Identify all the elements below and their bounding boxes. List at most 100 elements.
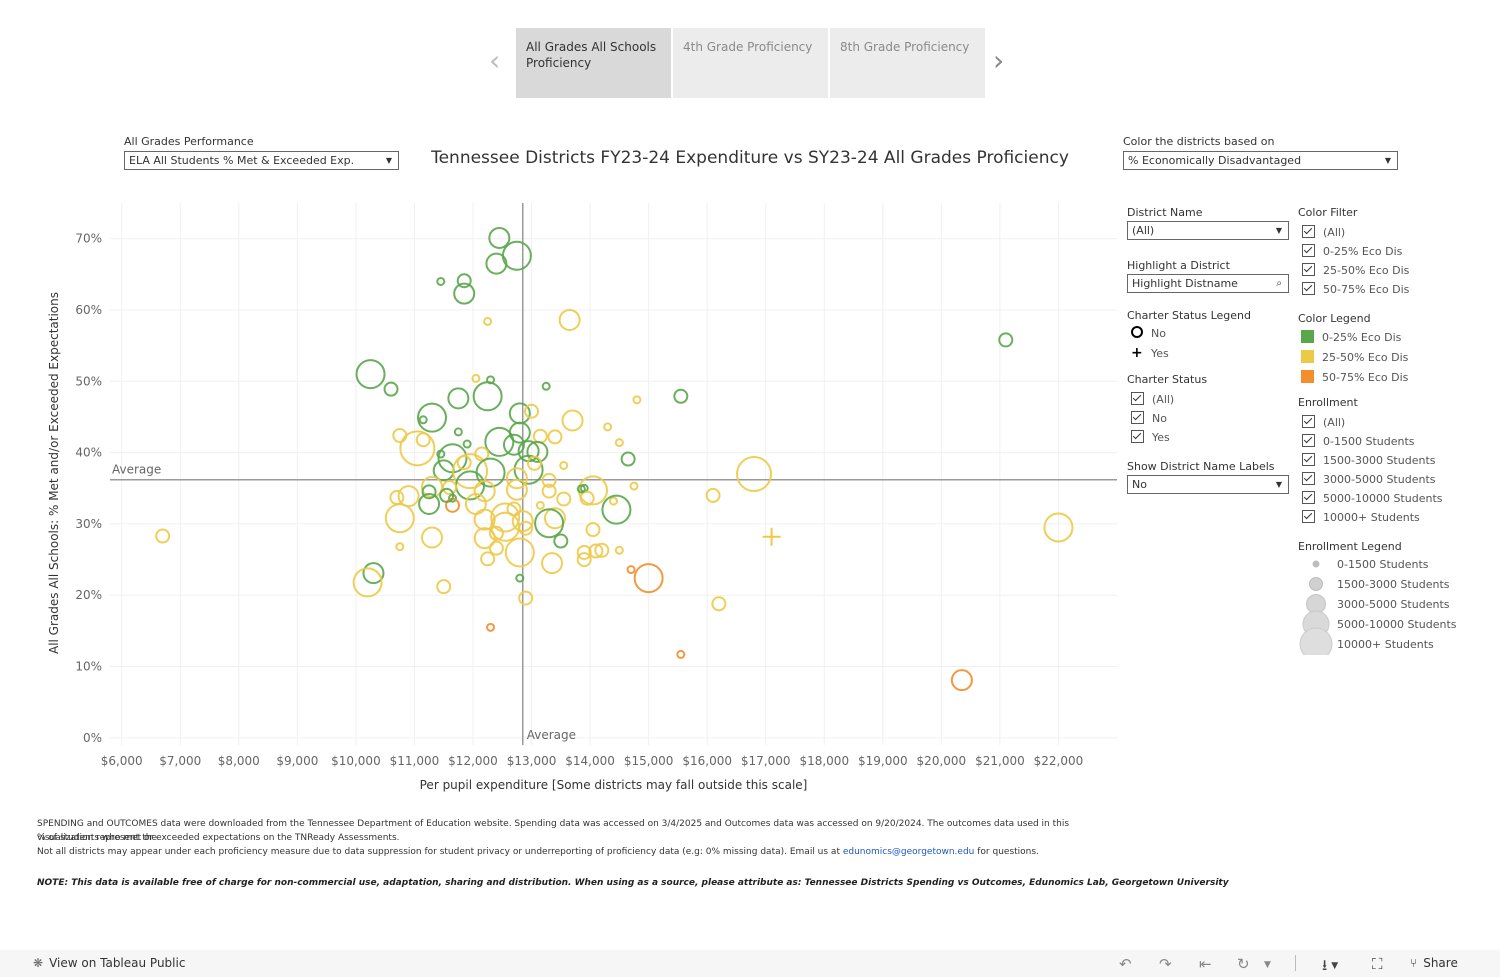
enrollment-10000-plus[interactable]: 10000+ Students bbox=[1302, 510, 1420, 526]
refresh-button[interactable]: ↻ bbox=[1237, 955, 1250, 973]
color-filter-25-50[interactable]: 25-50% Eco Dis bbox=[1302, 263, 1409, 279]
revert-icon: ⇤ bbox=[1199, 955, 1212, 973]
refresh-icon: ↻ bbox=[1237, 955, 1250, 973]
share-label: Share bbox=[1423, 956, 1458, 970]
enrollment-legend-2: 3000-5000 Students bbox=[1337, 598, 1450, 611]
enrollment-legend-label: Enrollment Legend bbox=[1298, 540, 1402, 553]
charter-status-no[interactable]: No bbox=[1131, 411, 1167, 427]
x-tick-label: $15,000 bbox=[624, 754, 674, 768]
x-tick-label: $22,000 bbox=[1034, 754, 1084, 768]
refresh-menu-button[interactable]: ▼ bbox=[1264, 960, 1271, 970]
charter-status-yes[interactable]: Yes bbox=[1131, 430, 1170, 446]
x-tick-label: $19,000 bbox=[858, 754, 908, 768]
story-tab-all-grades[interactable]: All Grades All Schools Proficiency bbox=[516, 28, 671, 98]
email-link[interactable]: edunomics@georgetown.edu bbox=[842, 847, 975, 857]
view-on-tableau-button[interactable]: ❋ View on Tableau Public bbox=[33, 956, 185, 970]
district-point bbox=[456, 273, 472, 289]
district-point bbox=[526, 455, 542, 471]
district-point bbox=[676, 649, 686, 659]
footer-line-2: % of students who met or exceeded expect… bbox=[37, 833, 400, 843]
district-point bbox=[705, 487, 721, 503]
district-point bbox=[673, 388, 689, 404]
enrollment-all[interactable]: (All) bbox=[1302, 415, 1345, 431]
color-by-value: % Economically Disadvantaged bbox=[1128, 154, 1302, 167]
share-button[interactable]: ⑂ Share bbox=[1410, 956, 1458, 970]
charter-legend-yes: + Yes bbox=[1131, 346, 1169, 362]
tableau-logo-icon: ❋ bbox=[33, 956, 44, 970]
plus-icon: + bbox=[1131, 345, 1143, 361]
district-name-dropdown[interactable]: (All) ▼ bbox=[1127, 221, 1289, 240]
district-point bbox=[541, 483, 557, 499]
chevron-right-icon: › bbox=[993, 44, 1005, 77]
district-point bbox=[524, 403, 540, 419]
district-point bbox=[505, 467, 528, 490]
charter-status-all[interactable]: (All) bbox=[1131, 392, 1174, 408]
highlight-input[interactable]: Highlight Distname ⌕ bbox=[1127, 274, 1289, 293]
color-filter-all[interactable]: (All) bbox=[1302, 225, 1345, 241]
y-tick-label: 30% bbox=[75, 517, 102, 531]
legend-label: 0-25% Eco Dis bbox=[1322, 331, 1402, 344]
chart-ticks: $6,000 $7,000 $8,000 $9,000 $10,000 $11,000 $1… bbox=[75, 232, 1083, 768]
fullscreen-icon: ⛶ bbox=[1372, 955, 1383, 973]
enrollment-5000-10000[interactable]: 5000-10000 Students bbox=[1302, 491, 1443, 507]
checkbox-label: (All) bbox=[1323, 226, 1346, 239]
y-tick-label: 20% bbox=[75, 588, 102, 602]
x-tick-label: $11,000 bbox=[390, 754, 440, 768]
enrollment-label: Enrollment bbox=[1298, 396, 1358, 409]
district-point bbox=[579, 490, 595, 506]
checkbox-label: (All) bbox=[1323, 416, 1346, 429]
color-filter-50-75[interactable]: 50-75% Eco Dis bbox=[1302, 282, 1409, 298]
footer-line-3-post: for questions. bbox=[974, 847, 1039, 857]
color-legend-0-25: 0-25% Eco Dis bbox=[1301, 330, 1401, 346]
color-filter-0-25[interactable]: 0-25% Eco Dis bbox=[1302, 244, 1402, 260]
performance-dropdown[interactable]: ELA All Students % Met & Exceeded Exp. ▼ bbox=[124, 151, 399, 170]
district-point bbox=[541, 552, 564, 575]
district-point bbox=[505, 478, 528, 501]
y-tick-label: 60% bbox=[75, 303, 102, 317]
checkbox-label: 0-25% Eco Dis bbox=[1323, 245, 1403, 258]
district-point bbox=[453, 282, 476, 305]
download-button[interactable]: ⭳ ▼ bbox=[1322, 955, 1338, 980]
highlight-label: Highlight a District bbox=[1127, 259, 1230, 272]
checkbox-checked-icon bbox=[1302, 263, 1315, 276]
story-prev-arrow[interactable]: ‹ bbox=[489, 44, 500, 77]
district-point bbox=[483, 316, 493, 326]
story-tab-4th-grade[interactable]: 4th Grade Proficiency bbox=[673, 28, 828, 98]
color-by-dropdown[interactable]: % Economically Disadvantaged ▼ bbox=[1123, 151, 1398, 170]
checkbox-label: 5000-10000 Students bbox=[1323, 492, 1443, 505]
checkbox-label: Yes bbox=[1152, 431, 1170, 444]
caret-down-icon: ▼ bbox=[1275, 226, 1282, 235]
undo-button[interactable]: ↶ bbox=[1119, 955, 1132, 973]
show-labels-dropdown[interactable]: No ▼ bbox=[1127, 475, 1289, 494]
checkbox-checked-icon bbox=[1302, 472, 1315, 485]
district-point bbox=[585, 522, 601, 538]
checkbox-checked-icon bbox=[1302, 282, 1315, 295]
district-point bbox=[421, 526, 444, 549]
district-point bbox=[462, 439, 472, 449]
district-point bbox=[436, 276, 446, 286]
y-tick-label: 10% bbox=[75, 660, 102, 674]
district-point bbox=[155, 528, 171, 544]
enrollment-1500-3000[interactable]: 1500-3000 Students bbox=[1302, 453, 1436, 469]
district-point bbox=[614, 545, 624, 555]
district-point bbox=[594, 542, 610, 558]
charter-status-label: Charter Status bbox=[1127, 373, 1208, 386]
enrollment-3000-5000[interactable]: 3000-5000 Students bbox=[1302, 472, 1436, 488]
enrollment-0-1500[interactable]: 0-1500 Students bbox=[1302, 434, 1415, 450]
download-icon: ⭳ bbox=[1322, 956, 1328, 974]
checkbox-label: 0-1500 Students bbox=[1323, 435, 1415, 448]
fullscreen-button[interactable]: ⛶ bbox=[1372, 955, 1383, 973]
revert-button[interactable]: ⇤ bbox=[1199, 955, 1212, 973]
story-next-arrow[interactable]: › bbox=[993, 44, 1004, 77]
checkbox-checked-icon bbox=[1131, 411, 1144, 424]
district-point bbox=[352, 567, 383, 598]
district-point bbox=[614, 438, 624, 448]
checkbox-checked-icon bbox=[1302, 225, 1315, 238]
district-point bbox=[532, 428, 548, 444]
district-point bbox=[480, 551, 496, 567]
district-point bbox=[383, 381, 399, 397]
district-point bbox=[736, 456, 773, 492]
story-tab-8th-grade[interactable]: 8th Grade Proficiency bbox=[830, 28, 985, 98]
redo-button[interactable]: ↷ bbox=[1159, 955, 1172, 973]
color-filter-label: Color Filter bbox=[1298, 206, 1358, 219]
